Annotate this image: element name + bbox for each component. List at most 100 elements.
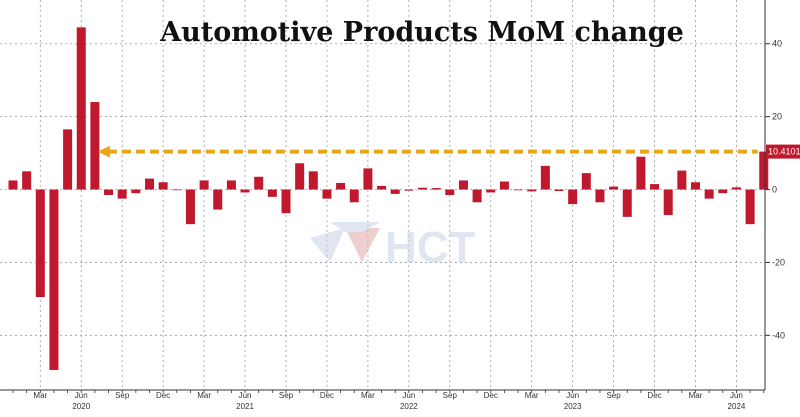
bar (486, 189, 496, 193)
x-axis: Mar Jun Sep Dec Mar Jun Sep Dec Mar Jun Sep Dec Mar J… (12, 390, 765, 411)
x-tick-label: Jun (402, 391, 415, 400)
bar (595, 189, 605, 203)
bar (90, 102, 100, 190)
bar (199, 180, 209, 190)
bar (472, 189, 482, 203)
bar (513, 189, 523, 191)
last-value-label-text: 10.4101 (768, 147, 800, 157)
bar (609, 186, 619, 190)
bar (158, 182, 168, 190)
highlight-arrowhead (97, 145, 110, 158)
bar (131, 189, 141, 194)
watermark-diamond-top (330, 222, 380, 232)
x-tick-label: Jun (566, 391, 579, 400)
x-tick-label: Mar (525, 391, 539, 400)
x-tick-label: Dec (156, 391, 170, 400)
x-tick-label: Jun (75, 391, 88, 400)
x-tick-label: Mar (689, 391, 703, 400)
x-tick-label: Sep (279, 391, 294, 400)
watermark-text: HCT (385, 223, 476, 272)
x-tick-label: Mar (33, 391, 47, 400)
year-label: 2023 (564, 402, 582, 411)
bar (76, 27, 86, 190)
last-value-label: 10.4101 (766, 144, 800, 159)
bar (308, 171, 318, 190)
bar (458, 180, 468, 190)
year-label: 2021 (236, 402, 254, 411)
x-tick-label: Mar (197, 391, 211, 400)
x-tick-label: Jun (239, 391, 252, 400)
bar (540, 165, 550, 190)
watermark-diamond-bottom (345, 228, 380, 262)
grid (0, 0, 765, 390)
bar (718, 189, 728, 194)
chart-title: Automotive Products MoM change (159, 17, 684, 48)
bar (377, 185, 387, 190)
bar (636, 156, 646, 190)
watermark-diamond-left (310, 228, 345, 262)
bar (8, 180, 18, 190)
bar (663, 189, 673, 216)
bars (8, 27, 769, 370)
year-label: 2024 (728, 402, 746, 411)
y-tick-label: -40 (772, 330, 785, 340)
y-tick-label: 20 (772, 112, 782, 122)
y-axis: 40 20 0 -20 -40 (765, 39, 785, 340)
x-tick-label: Jun (730, 391, 743, 400)
bar (349, 189, 359, 203)
bar (691, 182, 700, 190)
bar (185, 189, 195, 225)
watermark-logo: HCT (310, 222, 476, 272)
bar (527, 189, 537, 192)
bar (322, 189, 332, 199)
x-tick-label: Dec (484, 391, 498, 400)
bar (295, 163, 305, 190)
year-label: 2020 (72, 402, 90, 411)
bar (568, 189, 578, 205)
x-tick-label: Dec (320, 391, 334, 400)
bar (499, 181, 509, 190)
bar (418, 187, 427, 190)
y-tick-label: -20 (772, 257, 785, 267)
bar (431, 188, 441, 190)
x-tick-label: Sep (443, 391, 458, 400)
bar (650, 184, 660, 190)
bar (404, 189, 414, 191)
y-tick-label: 0 (772, 185, 777, 195)
bar (336, 182, 346, 190)
x-tick-label: Sep (606, 391, 621, 400)
bar (145, 178, 154, 190)
x-tick-label: Dec (647, 391, 661, 400)
bar (622, 189, 632, 217)
bar (226, 180, 236, 190)
bar (390, 189, 400, 194)
bar (35, 189, 45, 298)
last-value-label-bg (766, 144, 800, 159)
bar (63, 129, 73, 190)
bar (117, 189, 127, 199)
bar (745, 189, 755, 225)
bar (445, 189, 455, 195)
bar (213, 189, 223, 210)
bar (363, 168, 373, 190)
bar (104, 189, 114, 195)
bar (677, 170, 687, 190)
bar (49, 189, 59, 370)
x-tick-label: Mar (361, 391, 375, 400)
bar (281, 189, 291, 214)
bar (254, 176, 264, 190)
bar (759, 151, 769, 190)
bar (172, 189, 182, 191)
bar (554, 189, 564, 191)
y-tick-label: 40 (772, 39, 782, 49)
bar (267, 189, 277, 197)
year-label: 2022 (400, 402, 418, 411)
bar (22, 171, 32, 190)
bar (581, 173, 591, 190)
highlight: 10.4101 (97, 144, 800, 159)
bar (731, 187, 741, 190)
x-tick-label: Sep (115, 391, 130, 400)
bar (240, 189, 250, 193)
